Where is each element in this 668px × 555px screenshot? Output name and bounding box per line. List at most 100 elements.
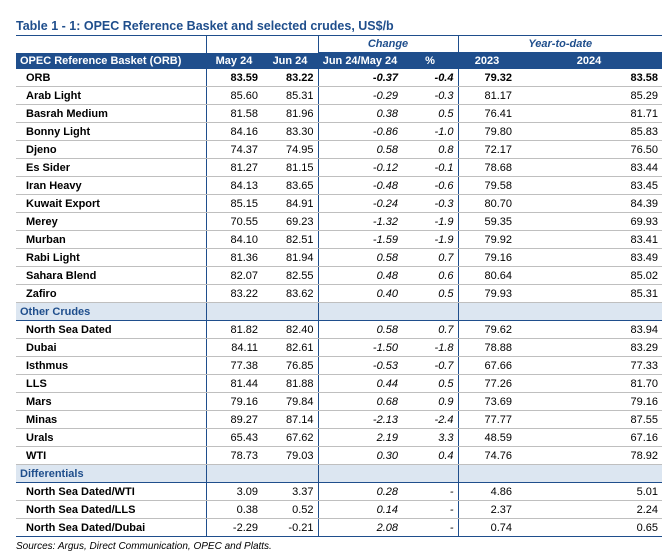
value-cell: 76.85 [262,356,319,375]
value-cell: 79.93 [458,284,516,303]
value-cell: 2.37 [458,500,516,519]
value-cell: 0.44 [318,374,402,393]
value-cell: 83.62 [262,284,319,303]
value-cell: -1.9 [402,230,459,249]
value-cell: 0.58 [318,140,402,159]
value-cell: 78.92 [516,446,662,465]
value-cell: 76.50 [516,140,662,159]
value-cell: 4.86 [458,482,516,501]
value-cell: 83.58 [516,69,662,87]
value-cell: 76.41 [458,104,516,123]
value-cell: 87.14 [262,410,319,429]
value-cell: 79.62 [458,320,516,339]
table-row: Kuwait Export 85.15 84.91 -0.24 -0.3 80.70 84.… [16,194,662,213]
column-header: 2023 [458,52,516,69]
value-cell: 82.55 [262,266,319,285]
value-cell: 83.44 [516,158,662,177]
value-cell: -0.3 [402,194,459,213]
value-cell: 78.68 [458,158,516,177]
crude-name-cell: Merey [16,212,207,231]
value-cell: 80.64 [458,266,516,285]
table-row: Sahara Blend 82.07 82.55 0.48 0.6 80.64 85.02 [16,266,662,285]
value-cell: 84.39 [516,194,662,213]
value-cell: 85.15 [206,194,262,213]
value-cell: 84.10 [206,230,262,249]
table-row: ORB 83.59 83.22 -0.37 -0.4 79.32 83.58 [16,69,662,87]
change-group-header: Change [318,35,459,53]
column-header: Jun 24/May 24 [318,52,402,69]
value-cell: 79.84 [262,392,319,411]
column-header: Jun 24 [262,52,318,69]
crude-name-cell: North Sea Dated/WTI [16,482,207,501]
value-cell: -0.1 [402,158,459,177]
value-cell: 59.35 [458,212,516,231]
section-filler-cell [402,464,459,483]
crude-name-cell: Minas [16,410,207,429]
crude-name-cell: Es Sider [16,158,207,177]
value-cell: 85.31 [516,284,662,303]
sources-note: Sources: Argus, Direct Communication, OP… [16,541,272,552]
table-row: Iran Heavy 84.13 83.65 -0.48 -0.6 79.58 83.45 [16,176,662,195]
column-header: May 24 [206,52,262,69]
value-cell: 0.58 [318,320,402,339]
value-cell: 79.80 [458,122,516,141]
value-cell: 0.65 [516,518,662,537]
value-cell: -1.50 [318,338,402,357]
value-cell: 82.07 [206,266,262,285]
section-filler-cell [262,464,319,483]
value-cell: - [402,500,459,519]
value-cell: 77.33 [516,356,662,375]
crude-name-cell: Urals [16,428,207,447]
value-cell: 0.5 [402,374,459,393]
value-cell: 67.16 [516,428,662,447]
value-cell: 85.83 [516,122,662,141]
value-cell: 85.60 [206,86,262,105]
value-cell: 74.76 [458,446,516,465]
value-cell: 0.30 [318,446,402,465]
value-cell: 0.6 [402,266,459,285]
table-row: Murban 84.10 82.51 -1.59 -1.9 79.92 83.41 [16,230,662,249]
value-cell: 83.22 [262,69,319,87]
value-cell: -0.53 [318,356,402,375]
table-row: Arab Light 85.60 85.31 -0.29 -0.3 81.17 85.29 [16,86,662,105]
value-cell: 77.38 [206,356,262,375]
table-row: Urals 65.43 67.62 2.19 3.3 48.59 67.16 [16,428,662,447]
value-cell: 81.82 [206,320,262,339]
value-cell: 79.16 [206,392,262,411]
value-cell: 72.17 [458,140,516,159]
value-cell: -1.59 [318,230,402,249]
value-cell: 48.59 [458,428,516,447]
crude-name-cell: North Sea Dated/LLS [16,500,207,519]
value-cell: 0.74 [458,518,516,537]
value-cell: 67.62 [262,428,319,447]
value-cell: 83.45 [516,176,662,195]
crude-name-cell: North Sea Dated [16,320,207,339]
crude-name-cell: Kuwait Export [16,194,207,213]
value-cell: 0.8 [402,140,459,159]
value-cell: 65.43 [206,428,262,447]
value-cell: 2.19 [318,428,402,447]
value-cell: 89.27 [206,410,262,429]
value-cell: 77.77 [458,410,516,429]
value-cell: -0.6 [402,176,459,195]
section-filler-cell [206,464,262,483]
crude-name-cell: ORB [16,69,207,87]
section-filler-cell [206,302,262,321]
value-cell: 74.95 [262,140,319,159]
value-cell: 83.49 [516,248,662,267]
value-cell: 69.93 [516,212,662,231]
value-cell: -0.21 [262,518,319,537]
value-cell: 0.7 [402,320,459,339]
crude-name-cell: Basrah Medium [16,104,207,123]
value-cell: 81.15 [262,158,319,177]
crude-prices-table: Change Year-to-date OPEC Reference Baske… [16,35,662,537]
value-cell: 0.38 [318,104,402,123]
value-cell: 79.58 [458,176,516,195]
value-cell: 87.55 [516,410,662,429]
crude-name-cell: Djeno [16,140,207,159]
section-label: Other Crudes [16,302,207,321]
table-row: Djeno 74.37 74.95 0.58 0.8 72.17 76.50 [16,140,662,159]
value-cell: 85.31 [262,86,319,105]
value-cell: 81.27 [206,158,262,177]
table-row: Merey 70.55 69.23 -1.32 -1.9 59.35 69.93 [16,212,662,231]
